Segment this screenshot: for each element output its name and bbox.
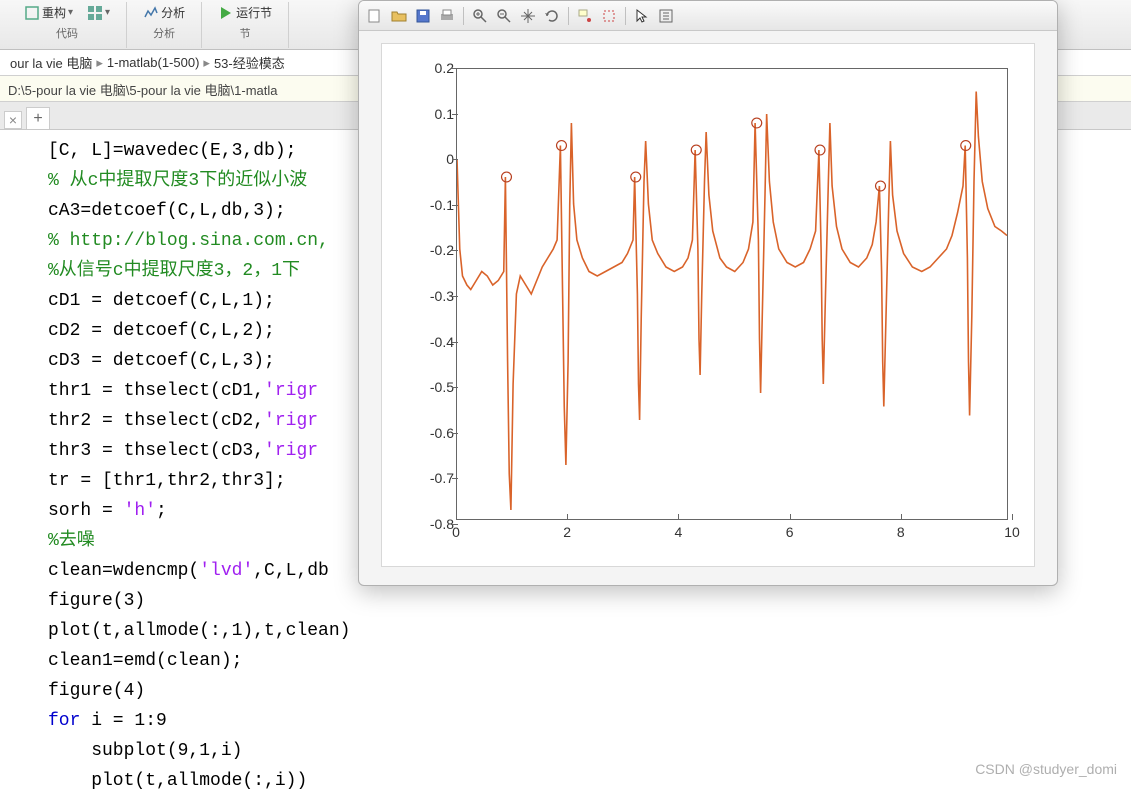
x-tick-label: 8 — [897, 524, 905, 540]
refactor-button[interactable]: 重构 ▾ — [20, 2, 77, 23]
code-keyword: for — [48, 711, 80, 731]
x-tick-label: 2 — [563, 524, 571, 540]
y-tick-label: -0.8 — [430, 516, 454, 532]
new-figure-button[interactable] — [365, 6, 385, 26]
code-line: cD2 = detcoef(C,L,2); — [48, 321, 275, 341]
code-line: thr2 = thselect(cD2, — [48, 411, 264, 431]
y-tick-label: -0.1 — [430, 197, 454, 213]
analyze-icon — [143, 5, 159, 21]
tab-close-button[interactable]: × — [4, 111, 22, 129]
code-line: cD3 = detcoef(C,L,3); — [48, 351, 275, 371]
ribbon-group-run-label: 节 — [240, 25, 251, 41]
pan-button[interactable] — [518, 6, 538, 26]
code-line: ,C,L,db — [253, 561, 329, 581]
y-tick-label: -0.2 — [430, 242, 454, 258]
toolbar-separator — [463, 7, 464, 25]
watermark: CSDN @studyer_domi — [975, 761, 1117, 777]
run-section-label: 运行节 — [236, 4, 272, 21]
open-button[interactable] — [389, 6, 409, 26]
code-line: i = 1:9 — [80, 711, 166, 731]
tab-add-button[interactable]: + — [26, 107, 50, 129]
zoom-in-button[interactable] — [470, 6, 490, 26]
y-tick-label: -0.3 — [430, 288, 454, 304]
code-line: tr = [thr1,thr2,thr3]; — [48, 471, 286, 491]
figure-toolbar — [359, 1, 1057, 31]
toolbar-separator — [625, 7, 626, 25]
x-tick-label: 4 — [674, 524, 682, 540]
print-button[interactable] — [437, 6, 457, 26]
code-string: 'rigr — [264, 411, 318, 431]
rotate-button[interactable] — [542, 6, 562, 26]
x-tick-label: 10 — [1004, 524, 1020, 540]
zoom-out-button[interactable] — [494, 6, 514, 26]
insert-button[interactable] — [656, 6, 676, 26]
code-line: cD1 = detcoef(C,L,1); — [48, 291, 275, 311]
y-tick-label: -0.6 — [430, 425, 454, 441]
code-line: figure(3) — [48, 591, 145, 611]
code-line: thr3 = thselect(cD3, — [48, 441, 264, 461]
refactor-label: 重构 — [42, 4, 66, 21]
breadcrumb-sep-icon: ▸ — [96, 55, 103, 71]
ribbon-group-run: 运行节 节 — [202, 2, 289, 48]
code-string: 'rigr — [264, 441, 318, 461]
datatip-button[interactable] — [575, 6, 595, 26]
code-line: plot(t,allmode(:,i)) — [48, 771, 307, 790]
code-line: sorh = — [48, 501, 124, 521]
code-line: thr1 = thselect(cD1, — [48, 381, 264, 401]
brush-button[interactable] — [599, 6, 619, 26]
x-tick-label: 6 — [786, 524, 794, 540]
code-line: clean=wdencmp( — [48, 561, 199, 581]
code-line: figure(4) — [48, 681, 145, 701]
code-string: 'h' — [124, 501, 156, 521]
ribbon-extra-button[interactable]: ▾ — [83, 3, 114, 23]
breadcrumb-seg1[interactable]: our la vie 电脑 — [10, 53, 92, 72]
code-line: cA3=detcoef(C,L,db,3); — [48, 201, 286, 221]
breadcrumb-sep-icon: ▸ — [203, 55, 210, 71]
code-line: % http://blog.sina.com.cn, — [48, 231, 329, 251]
code-line: subplot(9,1,i) — [48, 741, 242, 761]
refactor-icon — [24, 5, 40, 21]
axes-box — [456, 68, 1008, 520]
analyze-label: 分析 — [161, 4, 185, 21]
run-icon — [218, 5, 234, 21]
ribbon-group-code: 重构 ▾ ▾ 代码 — [8, 2, 127, 48]
code-line: [C, L]=wavedec(E,3,db); — [48, 141, 296, 161]
pointer-button[interactable] — [632, 6, 652, 26]
ribbon-group-analyze: 分析 分析 — [127, 2, 202, 48]
code-string: 'rigr — [264, 381, 318, 401]
plot-svg — [457, 69, 1007, 519]
code-line: %去噪 — [48, 531, 95, 551]
figure-window[interactable]: -0.8-0.7-0.6-0.5-0.4-0.3-0.2-0.100.10.2 … — [358, 0, 1058, 586]
x-tick-label: 0 — [452, 524, 460, 540]
code-line: clean1=emd(clean); — [48, 651, 242, 671]
save-button[interactable] — [413, 6, 433, 26]
code-string: 'lvd' — [199, 561, 253, 581]
y-tick-label: -0.4 — [430, 334, 454, 350]
code-line: %从信号c中提取尺度3，2，1下 — [48, 261, 300, 281]
code-line: % 从c中提取尺度3下的近似小波 — [48, 171, 307, 191]
plot-area: -0.8-0.7-0.6-0.5-0.4-0.3-0.2-0.100.10.2 … — [381, 43, 1035, 567]
code-line: ; — [156, 501, 167, 521]
y-tick-label: -0.5 — [430, 379, 454, 395]
breadcrumb-seg2[interactable]: 1-matlab(1-500) — [107, 55, 200, 70]
ribbon-group-code-label: 代码 — [56, 25, 78, 41]
toolbar-separator — [568, 7, 569, 25]
analyze-button[interactable]: 分析 — [139, 2, 189, 23]
ribbon-group-analyze-label: 分析 — [153, 25, 175, 41]
grid-icon — [87, 5, 103, 21]
run-section-button[interactable]: 运行节 — [214, 2, 276, 23]
y-tick-label: -0.7 — [430, 470, 454, 486]
code-line: plot(t,allmode(:,1),t,clean) — [48, 621, 350, 641]
breadcrumb-seg3[interactable]: 53-经验模态 — [214, 53, 285, 72]
